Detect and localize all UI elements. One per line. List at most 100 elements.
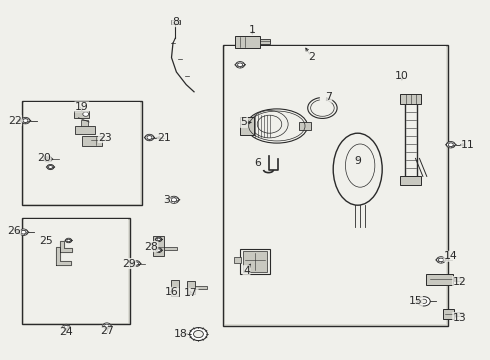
Circle shape bbox=[238, 63, 243, 67]
Bar bbox=[24, 102, 140, 204]
Text: 24: 24 bbox=[59, 327, 73, 337]
Bar bbox=[195, 286, 207, 289]
Circle shape bbox=[44, 156, 52, 162]
Text: 25: 25 bbox=[39, 236, 52, 246]
Circle shape bbox=[83, 112, 89, 116]
Circle shape bbox=[172, 198, 176, 202]
Polygon shape bbox=[18, 230, 29, 234]
Bar bbox=[240, 249, 270, 274]
Circle shape bbox=[147, 136, 152, 139]
Circle shape bbox=[67, 239, 71, 242]
Circle shape bbox=[421, 299, 427, 303]
Text: 3: 3 bbox=[163, 195, 170, 205]
Circle shape bbox=[448, 143, 453, 147]
Bar bbox=[454, 312, 463, 316]
Text: 5: 5 bbox=[241, 117, 247, 127]
Text: 18: 18 bbox=[173, 329, 187, 339]
Bar bbox=[400, 176, 421, 185]
Circle shape bbox=[437, 257, 445, 263]
Circle shape bbox=[156, 248, 162, 252]
Circle shape bbox=[446, 141, 455, 148]
Polygon shape bbox=[102, 324, 112, 327]
Circle shape bbox=[157, 238, 161, 240]
Bar bbox=[240, 117, 254, 135]
Bar bbox=[453, 277, 463, 281]
Polygon shape bbox=[20, 119, 31, 122]
Text: 7: 7 bbox=[325, 92, 332, 102]
Bar bbox=[164, 247, 177, 250]
Text: 11: 11 bbox=[461, 140, 475, 150]
Text: 27: 27 bbox=[100, 326, 114, 336]
Polygon shape bbox=[60, 241, 72, 252]
Bar bbox=[443, 309, 454, 319]
Circle shape bbox=[49, 166, 52, 168]
Circle shape bbox=[439, 258, 443, 262]
Bar bbox=[82, 136, 102, 146]
Text: 21: 21 bbox=[157, 132, 171, 143]
Bar bbox=[223, 45, 448, 326]
Text: 29: 29 bbox=[122, 258, 136, 269]
Bar bbox=[187, 281, 195, 294]
Circle shape bbox=[66, 238, 72, 243]
Polygon shape bbox=[445, 143, 456, 147]
Polygon shape bbox=[43, 158, 53, 161]
Polygon shape bbox=[65, 239, 73, 242]
Polygon shape bbox=[131, 262, 141, 265]
Text: 28: 28 bbox=[144, 242, 158, 252]
Text: 4: 4 bbox=[243, 266, 250, 276]
Text: 23: 23 bbox=[98, 132, 112, 143]
Circle shape bbox=[156, 237, 162, 242]
Bar bbox=[75, 126, 95, 134]
Bar bbox=[400, 94, 421, 104]
Bar bbox=[153, 236, 164, 256]
Bar bbox=[243, 251, 267, 272]
Circle shape bbox=[145, 134, 154, 141]
Circle shape bbox=[21, 230, 26, 234]
Text: 9: 9 bbox=[354, 156, 361, 166]
Text: 13: 13 bbox=[453, 312, 466, 323]
Bar bbox=[234, 257, 241, 263]
Circle shape bbox=[23, 119, 28, 122]
Circle shape bbox=[236, 62, 245, 68]
Circle shape bbox=[157, 249, 161, 251]
Polygon shape bbox=[62, 325, 71, 328]
Polygon shape bbox=[155, 238, 163, 240]
Bar bbox=[260, 39, 270, 44]
Text: 22: 22 bbox=[8, 116, 22, 126]
Circle shape bbox=[105, 324, 109, 328]
Bar bbox=[235, 36, 260, 48]
Polygon shape bbox=[168, 198, 180, 202]
Ellipse shape bbox=[246, 109, 308, 143]
Text: 6: 6 bbox=[254, 158, 261, 168]
Circle shape bbox=[46, 157, 50, 161]
Circle shape bbox=[103, 323, 111, 329]
Circle shape bbox=[169, 196, 179, 203]
Polygon shape bbox=[46, 166, 55, 168]
Bar bbox=[22, 218, 130, 324]
Circle shape bbox=[21, 117, 30, 124]
Bar bbox=[225, 46, 446, 324]
Text: 10: 10 bbox=[395, 71, 409, 81]
Bar bbox=[171, 20, 180, 24]
Text: 20: 20 bbox=[37, 153, 51, 163]
Circle shape bbox=[132, 261, 140, 266]
Bar bbox=[171, 280, 179, 296]
Text: 26: 26 bbox=[7, 226, 21, 236]
Text: 12: 12 bbox=[453, 276, 466, 287]
Polygon shape bbox=[320, 96, 325, 100]
Polygon shape bbox=[144, 136, 155, 139]
Polygon shape bbox=[235, 63, 245, 67]
Bar bbox=[81, 120, 88, 126]
Circle shape bbox=[190, 328, 207, 341]
Circle shape bbox=[63, 324, 70, 329]
Text: 19: 19 bbox=[75, 102, 89, 112]
Text: 8: 8 bbox=[172, 17, 179, 27]
Text: 2: 2 bbox=[308, 51, 315, 62]
Bar bbox=[24, 219, 128, 323]
Text: 17: 17 bbox=[184, 288, 198, 298]
Bar bbox=[299, 122, 311, 130]
Circle shape bbox=[19, 229, 28, 235]
Circle shape bbox=[134, 262, 139, 265]
Polygon shape bbox=[436, 258, 446, 262]
Circle shape bbox=[417, 297, 430, 306]
